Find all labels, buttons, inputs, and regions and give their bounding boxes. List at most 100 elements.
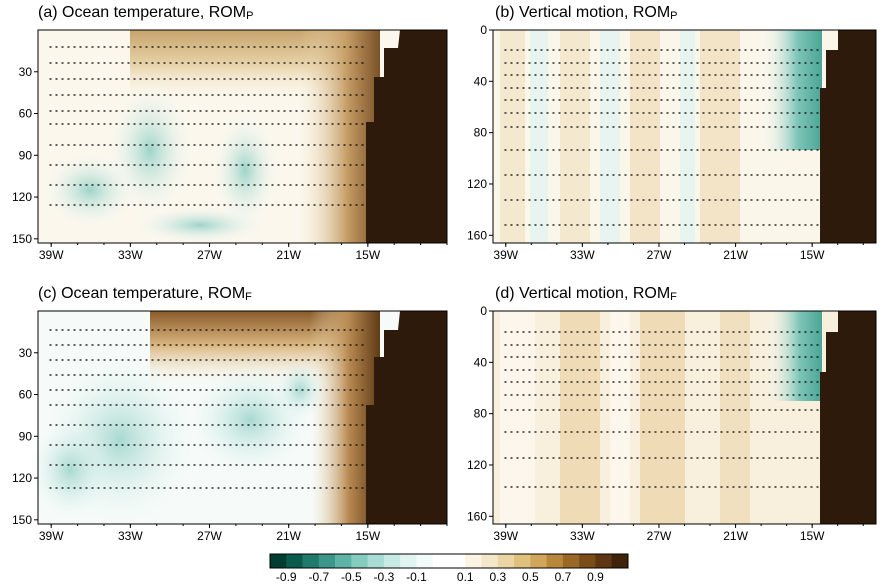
colorbar-swatch <box>530 554 547 568</box>
panel-c-x-tick-label: 39W <box>39 529 64 543</box>
panel-c-cool-patch <box>275 360 325 420</box>
colorbar-swatch <box>270 554 287 568</box>
panel-a-cool-patch <box>130 205 270 245</box>
panel-a-land <box>366 30 447 243</box>
panel-b-cool-band <box>600 30 620 243</box>
panel-b-x-tick-label: 27W <box>647 248 672 262</box>
colorbar-label: -0.1 <box>406 570 427 584</box>
colorbar-label: 0.9 <box>587 570 604 584</box>
colorbar-swatch <box>302 554 320 568</box>
panel-d-title: (d) Vertical motion, ROMF <box>495 285 677 303</box>
colorbar-label: -0.3 <box>374 570 395 584</box>
panel-d-warm-band <box>560 311 600 524</box>
colorbar-label: 0.1 <box>457 570 474 584</box>
colorbar-swatch <box>579 554 596 568</box>
panel-c-x-tick-label: 15W <box>355 529 380 543</box>
panel-d-y-tick-label: 160 <box>467 509 487 523</box>
panel-c-frame <box>37 310 448 525</box>
colorbar-label: -0.5 <box>341 570 362 584</box>
panel-c-land <box>366 311 447 524</box>
panel-d-warm-band <box>720 311 750 524</box>
panel-c-x-tick-label: 21W <box>276 529 301 543</box>
colorbar-swatch <box>400 554 417 568</box>
panel-d-x-tick-label: 39W <box>493 529 518 543</box>
panel-a-title-sub: P <box>246 10 254 22</box>
panel-b-plot <box>492 29 877 244</box>
panel-b-warm-band <box>700 30 740 243</box>
panel-d-cool-band <box>500 311 535 524</box>
panel-b-title-text: (b) Vertical motion, ROM <box>495 4 671 21</box>
panel-a-title: (a) Ocean temperature, ROMP <box>38 4 253 22</box>
panel-d-x-tick-label: 33W <box>570 529 595 543</box>
panel-d-title-text: (d) Vertical motion, ROM <box>495 285 671 302</box>
colorbar-swatch <box>318 554 336 568</box>
panel-a-x-tick-label: 39W <box>39 248 64 262</box>
panel-c-y-tick-label: 30 <box>19 346 33 360</box>
panel-b-y-tick-label: 0 <box>480 23 487 37</box>
panel-a-frame <box>37 29 448 244</box>
panel-b-x-tick-label: 39W <box>493 248 518 262</box>
colorbar-swatch <box>546 554 564 568</box>
panel-d-y-tick-label: 80 <box>474 407 488 421</box>
panel-c-plot <box>30 310 448 525</box>
panel-b-x-tick-label: 15W <box>800 248 825 262</box>
panel-a-y-tick-label: 90 <box>19 148 33 162</box>
panel-c-cool-patch <box>30 420 110 520</box>
panel-c-y-tick-label: 90 <box>19 429 33 443</box>
chart-dynamic-layer: 39W 33W 27W 21W 15W 30 60 90 120 150 39W 33W 27W 21W 1… <box>12 23 864 543</box>
panel-d-coast-upwelling <box>765 311 822 401</box>
panel-a-cool-patch <box>40 150 140 230</box>
colorbar: -0.9 -0.7 -0.5 -0.3 -0.1 0.1 0.3 0.5 0.7 0.9 <box>269 553 629 584</box>
colorbar-swatch <box>367 554 385 568</box>
panel-b-y-tick-label: 80 <box>474 126 488 140</box>
colorbar-swatch <box>465 554 482 568</box>
panel-c-title-text: (c) Ocean temperature, ROM <box>38 285 246 302</box>
colorbar-swatch <box>611 554 629 568</box>
panel-a-y-tick-label: 30 <box>19 65 33 79</box>
colorbar-label: 0.3 <box>489 570 506 584</box>
panel-d-warm-band <box>640 311 685 524</box>
panel-b-y-tick-label: 40 <box>474 74 488 88</box>
panel-b-y-tick-label: 120 <box>467 177 487 191</box>
colorbar-swatch <box>286 554 303 568</box>
panel-a-plot <box>37 29 448 245</box>
panel-b-warm-band <box>500 30 525 243</box>
panel-b-coast-upwelling <box>760 30 822 150</box>
colorbar-frame <box>269 553 629 569</box>
panel-b-title-sub: P <box>670 10 678 22</box>
panel-a-title-text: (a) Ocean temperature, ROM <box>38 4 247 21</box>
colorbar-label: 0.7 <box>555 570 572 584</box>
panel-d-plot <box>492 310 877 525</box>
colorbar-swatch <box>335 554 352 568</box>
panel-b-cool-band <box>680 30 695 243</box>
panel-c-x-tick-label: 27W <box>197 529 222 543</box>
panel-c-title-sub: F <box>245 291 252 303</box>
colorbar-label: 0.5 <box>522 570 539 584</box>
panel-b-y-tick-label: 160 <box>467 228 487 242</box>
panel-b-warm-band <box>560 30 590 243</box>
colorbar-swatch <box>481 554 499 568</box>
colorbar-label: -0.7 <box>308 570 329 584</box>
colorbar-swatch <box>595 554 613 568</box>
colorbar-swatch <box>383 554 401 568</box>
panel-d-y-tick-label: 120 <box>467 458 487 472</box>
panel-b-x-tick-label: 33W <box>570 248 595 262</box>
panel-d-x-tick-label: 27W <box>647 529 672 543</box>
panel-d-x-tick-label: 21W <box>723 529 748 543</box>
panel-b-title: (b) Vertical motion, ROMP <box>495 4 678 22</box>
panel-b-x-tick-label: 21W <box>723 248 748 262</box>
panel-d-title-sub: F <box>670 291 677 303</box>
panel-c-y-tick-label: 150 <box>12 513 32 527</box>
panel-a-x-tick-label: 33W <box>118 248 143 262</box>
panel-b-cool-band <box>530 30 548 243</box>
panel-c-y-tick-label: 60 <box>19 388 33 402</box>
panel-a-x-tick-label: 21W <box>276 248 301 262</box>
panel-c-x-tick-label: 33W <box>118 529 143 543</box>
panel-d-cool-band <box>610 311 630 524</box>
panel-d-land <box>820 311 876 524</box>
panel-d-y-tick-label: 40 <box>474 355 488 369</box>
panel-a-cool-patch <box>210 110 280 230</box>
panel-a-y-tick-label: 150 <box>12 232 32 246</box>
panel-c-title: (c) Ocean temperature, ROMF <box>38 285 252 303</box>
panel-b-land <box>820 30 876 243</box>
